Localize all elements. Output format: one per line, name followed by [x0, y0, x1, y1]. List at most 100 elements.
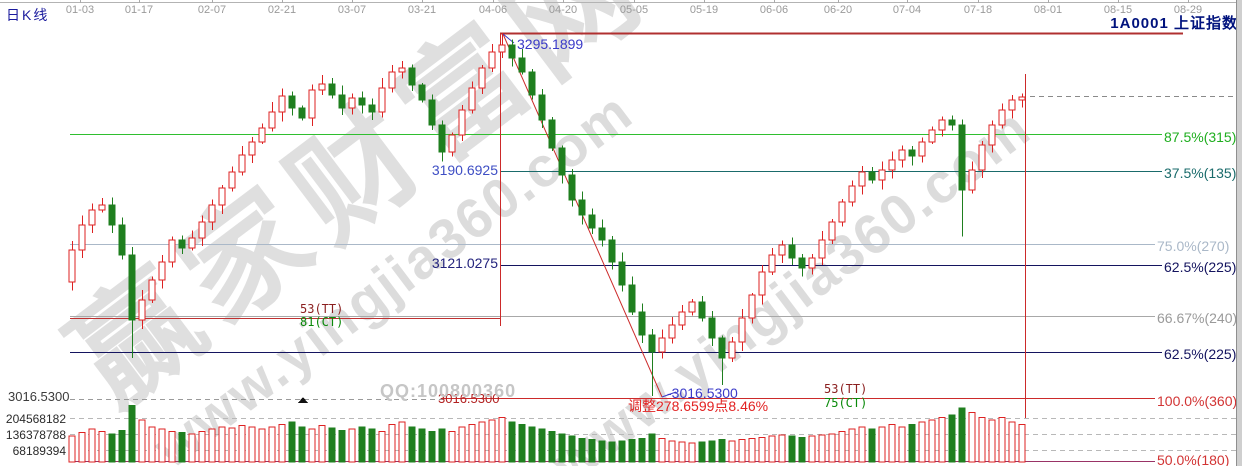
- x-axis-tick: [774, 0, 775, 3]
- volume-axis-tick: 136378788: [5, 428, 66, 442]
- x-axis-date: 07-18: [963, 4, 993, 16]
- volume-bar: [688, 442, 696, 463]
- x-axis-date: 04-06: [478, 4, 508, 16]
- retrace-625-price-label: 3121.0275: [431, 255, 498, 271]
- candle-body: [68, 249, 76, 283]
- candle-body: [928, 129, 936, 143]
- volume-bar: [778, 434, 786, 463]
- volume-bar: [258, 428, 266, 463]
- time-cycle-marker: [298, 397, 308, 403]
- gann-level-label-fib-62-5-b: 62.5%(225): [1164, 346, 1237, 362]
- candle-body: [958, 124, 966, 191]
- candle-body: [358, 97, 366, 106]
- x-axis-tick: [282, 0, 283, 3]
- volume-bar: [698, 441, 706, 463]
- candle-body: [518, 57, 526, 73]
- candle-body: [238, 154, 246, 173]
- volume-bar: [348, 428, 356, 463]
- volume-bar: [758, 436, 766, 463]
- candle-body: [1018, 96, 1026, 101]
- volume-bar: [1018, 423, 1026, 463]
- candle-body: [718, 337, 726, 359]
- candle-body: [828, 221, 836, 241]
- volume-bar: [248, 426, 256, 463]
- volume-bar: [208, 428, 216, 463]
- kline-period-label[interactable]: 日K线: [6, 7, 50, 23]
- candle-body: [588, 214, 596, 229]
- candle-body: [808, 257, 816, 269]
- candle-body: [438, 124, 446, 153]
- candle-body: [548, 119, 556, 149]
- volume-bar: [718, 439, 726, 463]
- volume-bar: [768, 435, 776, 463]
- volume-bar: [188, 433, 196, 463]
- volume-bar: [788, 435, 796, 463]
- gann-level-label-fib-87-5: 87.5%(315): [1164, 129, 1237, 145]
- candle-body: [768, 254, 776, 273]
- candle-body: [678, 311, 686, 326]
- volume-bar: [108, 433, 116, 463]
- candle-body: [868, 171, 876, 181]
- volume-bar: [468, 423, 476, 463]
- x-axis-date: 01-03: [65, 4, 95, 16]
- candle-body: [288, 95, 296, 109]
- volume-bar: [888, 423, 896, 463]
- candle-body: [658, 337, 666, 353]
- volume-bar: [198, 431, 206, 463]
- volume-bar: [358, 426, 366, 463]
- candle-body: [378, 87, 386, 113]
- x-axis-date: 03-21: [407, 4, 437, 16]
- candle-body: [988, 124, 996, 146]
- candle-body: [218, 187, 226, 206]
- gann-level-label-fib-62-5-a: 62.5%(225): [1164, 259, 1237, 275]
- volume-bar: [968, 412, 976, 463]
- x-axis-tick: [634, 0, 635, 3]
- volume-bar: [128, 405, 136, 463]
- volume-bar: [178, 432, 186, 463]
- volume-bar: [618, 440, 626, 463]
- candle-body: [478, 67, 486, 89]
- candle-body: [838, 201, 846, 223]
- x-axis-tick: [1188, 0, 1189, 3]
- volume-bar: [88, 428, 96, 463]
- x-axis-date: 01-17: [124, 4, 154, 16]
- candle-body: [578, 199, 586, 216]
- candle-body: [278, 95, 286, 113]
- volume-bar: [418, 428, 426, 463]
- volume-bar: [238, 425, 246, 463]
- volume-bar: [118, 429, 126, 463]
- volume-bar: [148, 426, 156, 463]
- x-axis-tick: [563, 0, 564, 3]
- x-axis-date: 03-07: [337, 4, 367, 16]
- volume-bar: [808, 435, 816, 463]
- candle-body: [428, 99, 436, 126]
- bottom-callout: [661, 391, 677, 398]
- candle-body: [708, 317, 716, 339]
- candle-body: [348, 97, 356, 109]
- gann-level-label-fib-66-67: 66.67%(240): [1157, 310, 1238, 326]
- candle-body: [168, 239, 176, 263]
- volume-bar: [598, 440, 606, 463]
- candle-body: [878, 169, 886, 181]
- volume-bar: [798, 436, 806, 463]
- candle-body: [778, 244, 786, 256]
- candle-body: [508, 44, 516, 59]
- candle-body: [538, 94, 546, 121]
- candle-body: [608, 239, 616, 263]
- candle-body: [248, 141, 256, 156]
- symbol-code: 1A0001: [1110, 15, 1169, 32]
- candle-body: [758, 271, 766, 296]
- volume-bar: [218, 426, 226, 463]
- volume-bar: [278, 423, 286, 463]
- volume-bar: [828, 433, 836, 463]
- volume-bar: [908, 423, 916, 463]
- volume-bar: [538, 428, 546, 463]
- candle-body: [328, 83, 336, 96]
- candle-body: [638, 311, 646, 336]
- candle-body: [858, 171, 866, 187]
- candle-body: [418, 84, 426, 101]
- x-axis-date: 08-29: [1173, 4, 1203, 16]
- candle-body: [198, 221, 206, 239]
